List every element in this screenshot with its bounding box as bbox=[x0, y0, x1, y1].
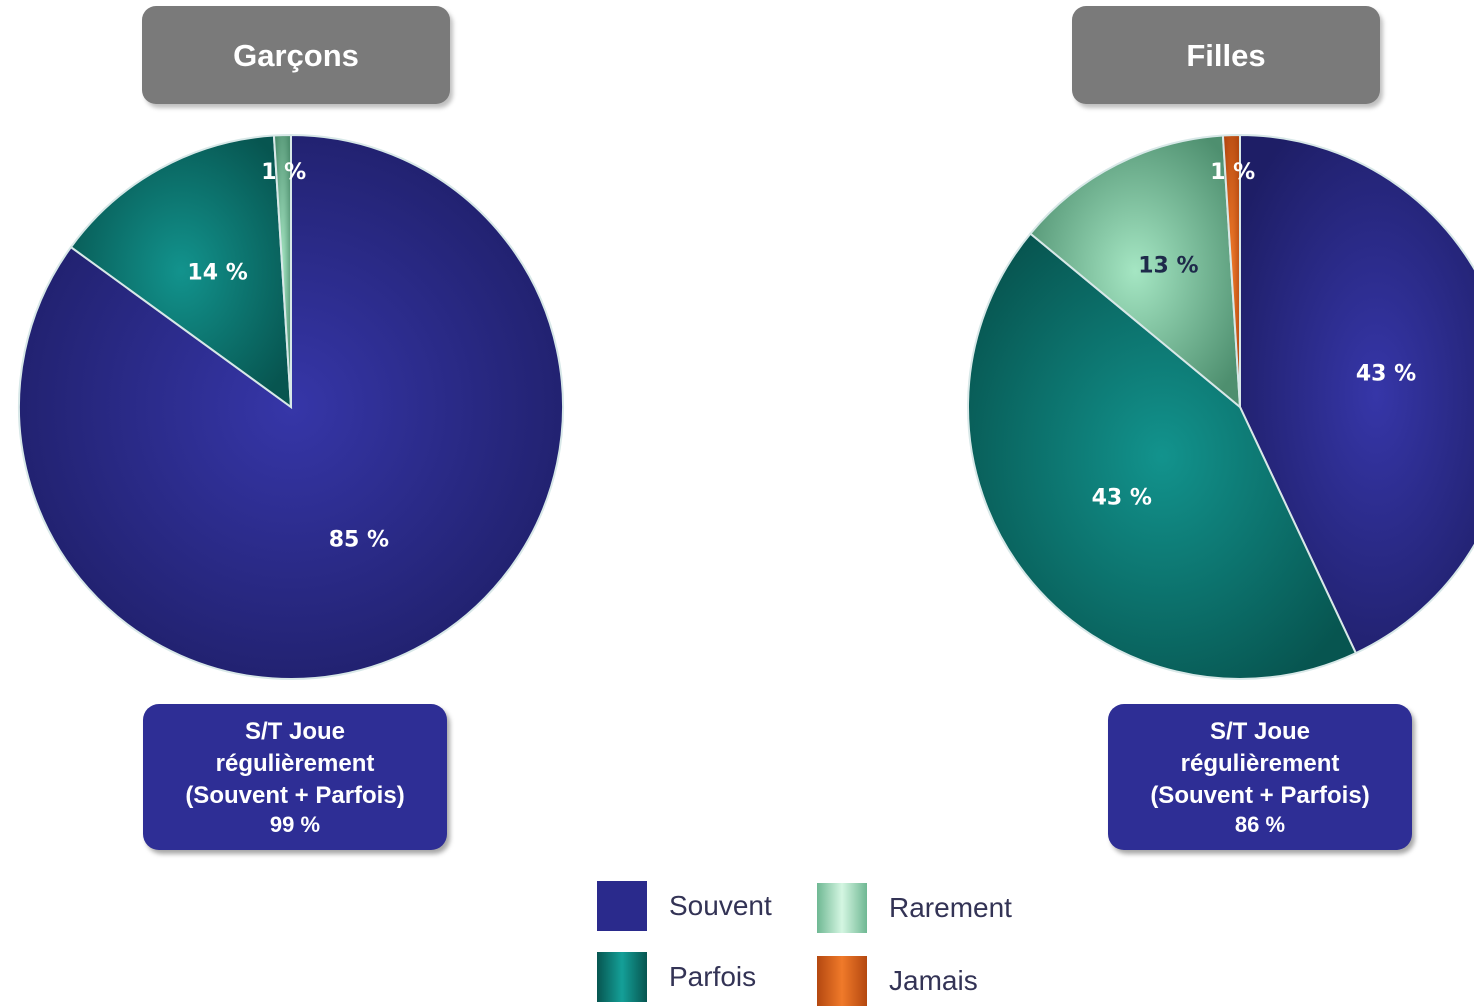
legend-label: Souvent bbox=[669, 890, 772, 921]
pie-slice-jamais bbox=[1221, 133, 1241, 408]
summary-value: 86 % bbox=[1234, 812, 1286, 837]
legend-label: Jamais bbox=[889, 965, 978, 996]
legend-item-souvent: Souvent bbox=[597, 881, 772, 931]
summary-line2: régulièrement bbox=[1180, 750, 1340, 777]
legend-item-parfois: Parfois bbox=[597, 952, 756, 1002]
summary-line1: S/T Joue bbox=[244, 718, 346, 745]
pie-slice-parfois bbox=[967, 232, 1358, 680]
legend-swatch-rarement bbox=[817, 883, 867, 933]
summary-line3: (Souvent + Parfois) bbox=[185, 782, 405, 809]
pie-data-label: 43 % bbox=[1092, 486, 1152, 511]
pie-data-label: 1 % bbox=[1210, 160, 1255, 185]
legend-label: Parfois bbox=[669, 961, 757, 992]
summary-box-filles: S/T Joue régulièrement (Souvent + Parfoi… bbox=[1108, 704, 1412, 850]
summary-box-garcons: S/T Joue régulièrement (Souvent + Parfoi… bbox=[143, 704, 447, 850]
summary-value: 99 % bbox=[269, 812, 321, 837]
pie-data-label: 13 % bbox=[1138, 253, 1198, 278]
chart-title-garcons: Garçons bbox=[142, 6, 450, 104]
legend: Souvent Rarement Parfois Jamais bbox=[597, 878, 1057, 1006]
pie-data-label: 85 % bbox=[329, 527, 389, 552]
pie-filles: 43 % 43 % 13 % 1 % bbox=[967, 133, 1474, 680]
pie-slice-rarement bbox=[1029, 134, 1242, 410]
summary-line2: régulièrement bbox=[215, 750, 375, 777]
pie-slice-souvent bbox=[1239, 133, 1474, 655]
legend-swatch-jamais bbox=[817, 956, 867, 1006]
pie-slice-parfois bbox=[69, 134, 293, 410]
pie-garcons: 85 % 14 % 1 % bbox=[18, 133, 564, 680]
pie-slice-rarement bbox=[272, 133, 292, 408]
legend-swatch-parfois bbox=[597, 952, 647, 1002]
legend-item-jamais: Jamais bbox=[817, 956, 978, 1006]
legend-label: Rarement bbox=[889, 892, 1012, 923]
summary-line1: S/T Joue bbox=[1209, 718, 1311, 745]
chart-title-filles: Filles bbox=[1072, 6, 1380, 104]
pie-data-label: 14 % bbox=[187, 261, 247, 286]
legend-item-rarement: Rarement bbox=[817, 883, 1012, 933]
pie-data-label: 1 % bbox=[261, 160, 306, 185]
summary-line3: (Souvent + Parfois) bbox=[1150, 782, 1370, 809]
pie-data-label: 43 % bbox=[1356, 361, 1416, 386]
legend-swatch-souvent bbox=[597, 881, 647, 931]
